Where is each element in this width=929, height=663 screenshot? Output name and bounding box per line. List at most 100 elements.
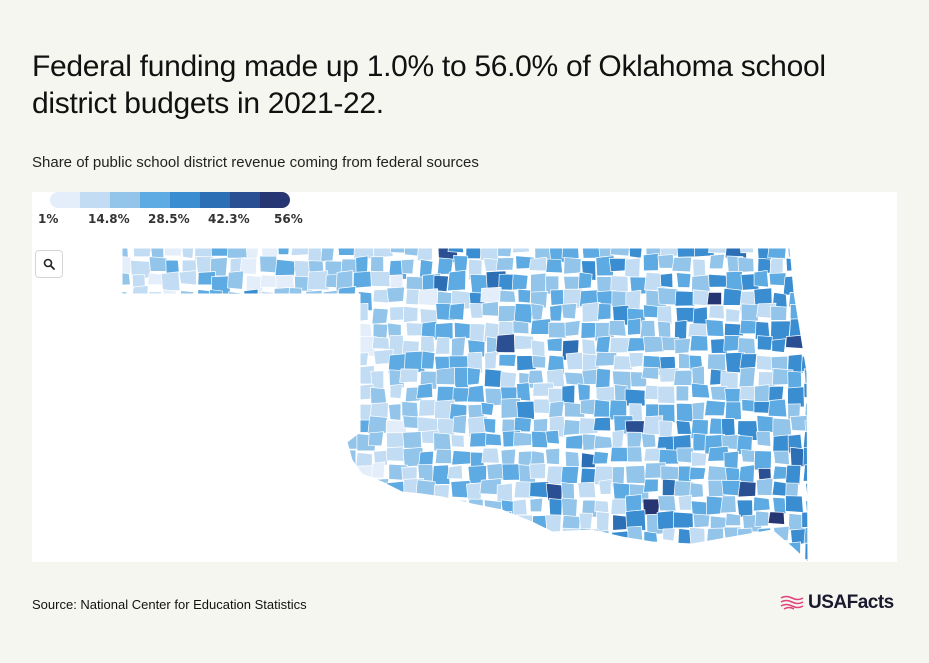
district-shape[interactable] [114, 434, 130, 455]
district-shape[interactable] [211, 335, 233, 352]
district-shape[interactable] [181, 402, 202, 424]
district-shape[interactable] [450, 336, 466, 357]
district-shape[interactable] [179, 367, 195, 388]
district-shape[interactable] [577, 481, 597, 498]
district-shape[interactable] [641, 546, 660, 562]
district-shape[interactable] [353, 495, 378, 509]
district-shape[interactable] [416, 382, 434, 399]
district-shape[interactable] [803, 368, 820, 387]
district-shape[interactable] [516, 400, 535, 421]
district-shape[interactable] [258, 370, 279, 392]
district-shape[interactable] [275, 559, 290, 562]
district-shape[interactable] [773, 450, 790, 466]
district-shape[interactable] [274, 383, 293, 403]
district-shape[interactable] [160, 271, 181, 291]
district-shape[interactable] [261, 545, 282, 562]
district-shape[interactable] [662, 528, 676, 542]
district-shape[interactable] [322, 418, 340, 435]
district-shape[interactable] [161, 547, 176, 562]
district-shape[interactable] [371, 336, 390, 350]
district-shape[interactable] [611, 429, 625, 449]
district-shape[interactable] [149, 340, 163, 357]
district-shape[interactable] [531, 430, 548, 449]
district-shape[interactable] [657, 495, 677, 512]
district-shape[interactable] [515, 528, 534, 547]
district-shape[interactable] [674, 338, 691, 355]
district-shape[interactable] [543, 547, 563, 562]
district-shape[interactable] [242, 497, 257, 515]
district-shape[interactable] [306, 370, 329, 389]
district-shape[interactable] [306, 432, 324, 454]
district-shape[interactable] [160, 451, 176, 469]
district-shape[interactable] [802, 464, 823, 483]
district-shape[interactable] [211, 418, 231, 437]
district-shape[interactable] [565, 351, 584, 371]
district-shape[interactable] [321, 385, 337, 403]
district-shape[interactable] [342, 334, 361, 349]
district-shape[interactable] [163, 499, 180, 518]
district-shape[interactable] [260, 416, 277, 440]
district-shape[interactable] [592, 451, 609, 465]
district-shape[interactable] [114, 545, 131, 560]
district-shape[interactable] [545, 482, 563, 502]
district-shape[interactable] [163, 419, 180, 436]
district-shape[interactable] [692, 306, 708, 327]
district-shape[interactable] [771, 338, 787, 353]
district-shape[interactable] [785, 559, 806, 562]
district-shape[interactable] [677, 494, 692, 511]
district-shape[interactable] [608, 320, 627, 337]
district-shape[interactable] [497, 510, 512, 527]
district-shape[interactable] [259, 529, 275, 548]
district-shape[interactable] [320, 242, 336, 263]
district-shape[interactable] [293, 513, 309, 537]
district-shape[interactable] [527, 369, 544, 384]
district-shape[interactable] [611, 530, 630, 553]
district-shape[interactable] [129, 484, 146, 500]
district-shape[interactable] [660, 465, 681, 481]
district-shape[interactable] [273, 287, 290, 307]
district-shape[interactable] [260, 240, 279, 259]
district-shape[interactable] [671, 256, 692, 273]
district-shape[interactable] [129, 432, 151, 452]
district-shape[interactable] [785, 495, 804, 513]
district-shape[interactable] [725, 270, 744, 292]
district-shape[interactable] [625, 509, 647, 531]
district-shape[interactable] [131, 285, 149, 306]
district-shape[interactable] [672, 547, 689, 562]
district-shape[interactable] [293, 499, 309, 514]
district-shape[interactable] [419, 547, 436, 562]
district-shape[interactable] [180, 355, 200, 370]
district-shape[interactable] [770, 546, 791, 562]
district-shape[interactable] [737, 481, 757, 498]
district-shape[interactable] [418, 500, 434, 519]
district-shape[interactable] [367, 513, 389, 535]
district-shape[interactable] [709, 545, 727, 562]
district-shape[interactable] [389, 515, 403, 535]
oklahoma-district-map[interactable] [32, 192, 897, 562]
district-shape[interactable] [261, 515, 280, 529]
district-shape[interactable] [806, 275, 822, 293]
district-shape[interactable] [757, 335, 773, 351]
district-shape[interactable] [581, 301, 601, 323]
district-shape[interactable] [192, 320, 210, 342]
district-shape[interactable] [355, 558, 375, 562]
district-shape[interactable] [240, 465, 261, 482]
district-shape[interactable] [214, 366, 230, 385]
district-shape[interactable] [255, 384, 272, 407]
district-shape[interactable] [244, 513, 259, 531]
district-shape[interactable] [374, 495, 391, 514]
district-shape[interactable] [787, 386, 805, 409]
zoom-button[interactable] [35, 250, 63, 278]
district-shape[interactable] [162, 289, 177, 304]
district-shape[interactable] [801, 511, 819, 529]
district-shape[interactable] [533, 398, 552, 414]
district-shape[interactable] [148, 321, 167, 343]
district-shape[interactable] [579, 543, 596, 562]
district-shape[interactable] [225, 447, 243, 466]
district-shape[interactable] [307, 514, 329, 531]
district-shape[interactable] [512, 320, 530, 335]
district-shape[interactable] [691, 451, 708, 467]
district-shape[interactable] [435, 542, 453, 559]
district-shape[interactable] [592, 416, 611, 432]
district-shape[interactable] [323, 532, 344, 552]
